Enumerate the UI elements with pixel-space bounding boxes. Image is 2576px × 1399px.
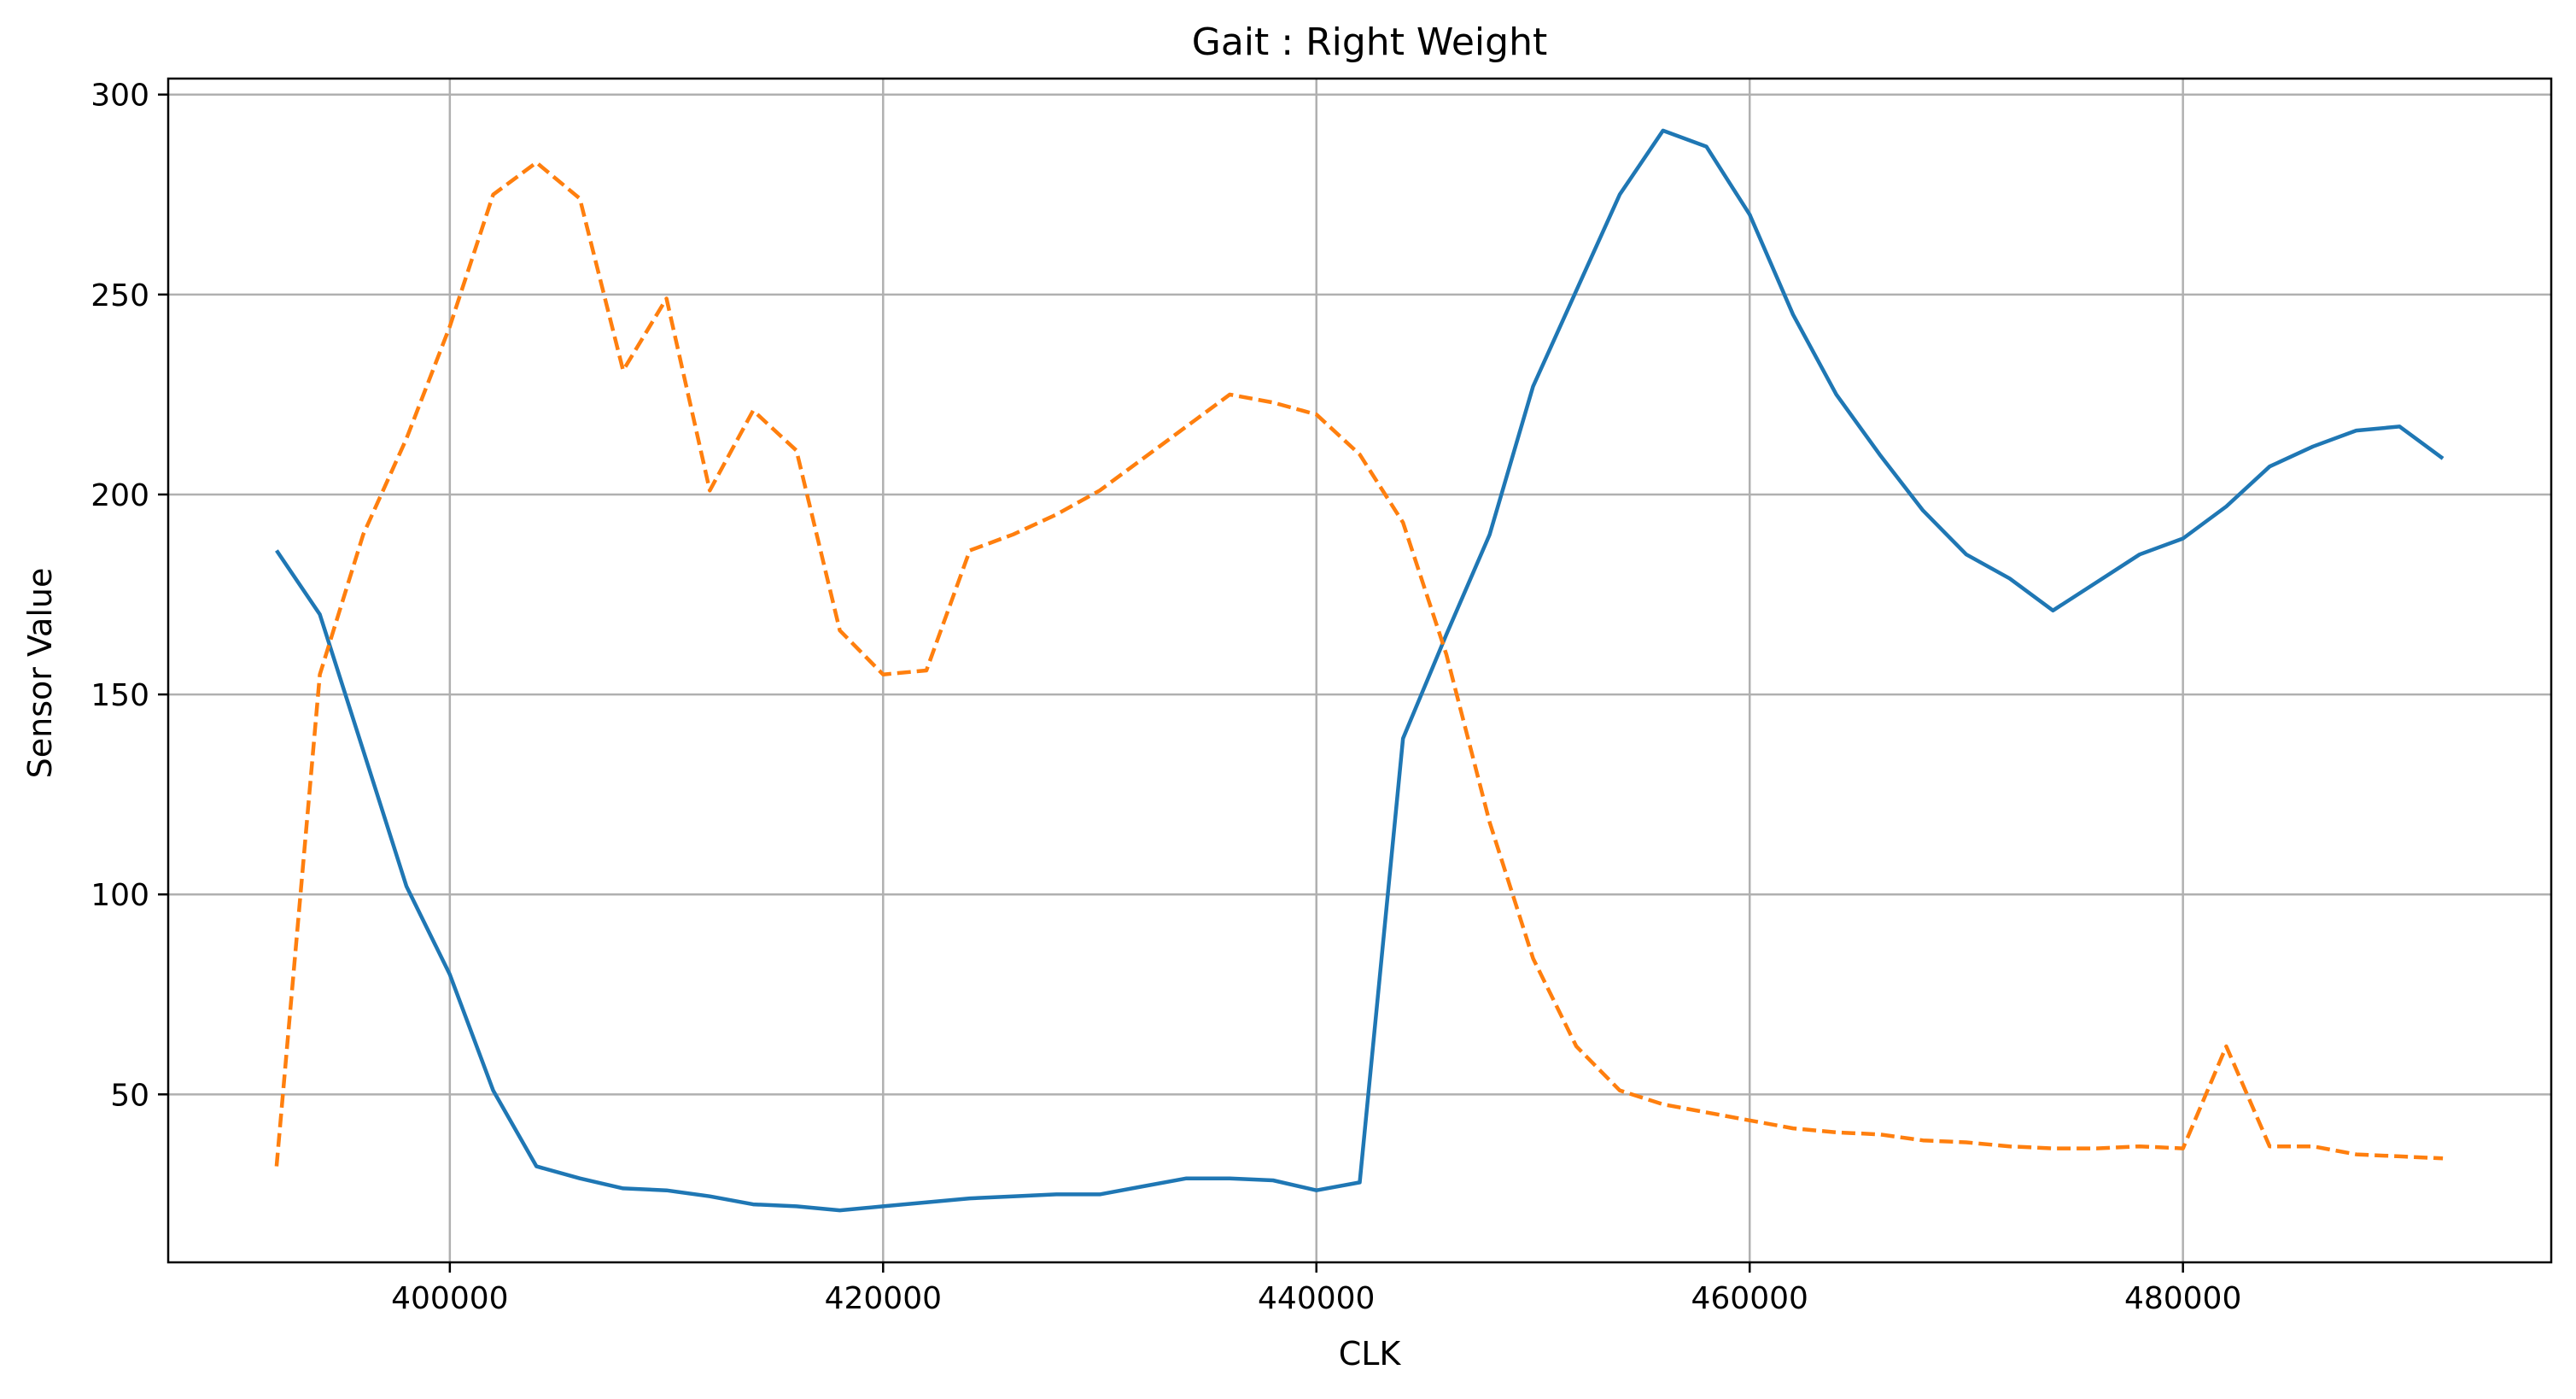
grid-lines	[168, 79, 2551, 1262]
x-tick-label: 480000	[2124, 1281, 2241, 1316]
series-line-1	[275, 128, 2445, 1213]
x-tick-label: 400000	[391, 1281, 508, 1316]
x-axis-label: CLK	[1339, 1335, 1402, 1373]
y-tick-label: 100	[91, 878, 149, 913]
y-tick-label: 50	[110, 1078, 149, 1113]
y-tick-label: 300	[91, 79, 149, 114]
y-axis: 50 100 150 200 250 300	[91, 79, 168, 1113]
plot-frame	[166, 77, 2553, 1264]
series-line-2	[274, 161, 2444, 1167]
x-tick-label: 440000	[1258, 1281, 1375, 1316]
chart-title: Gait : Right Weight	[1192, 20, 1547, 64]
y-axis-label: Sensor Value	[21, 568, 59, 779]
y-tick-label: 250	[91, 278, 149, 313]
y-tick-label: 150	[91, 678, 149, 713]
x-tick-label: 420000	[825, 1281, 942, 1316]
plot-series	[274, 128, 2445, 1213]
y-tick-label: 200	[91, 478, 149, 513]
x-axis: 400000 420000 440000 460000 480000	[391, 1262, 2241, 1316]
x-tick-label: 460000	[1691, 1281, 1808, 1316]
